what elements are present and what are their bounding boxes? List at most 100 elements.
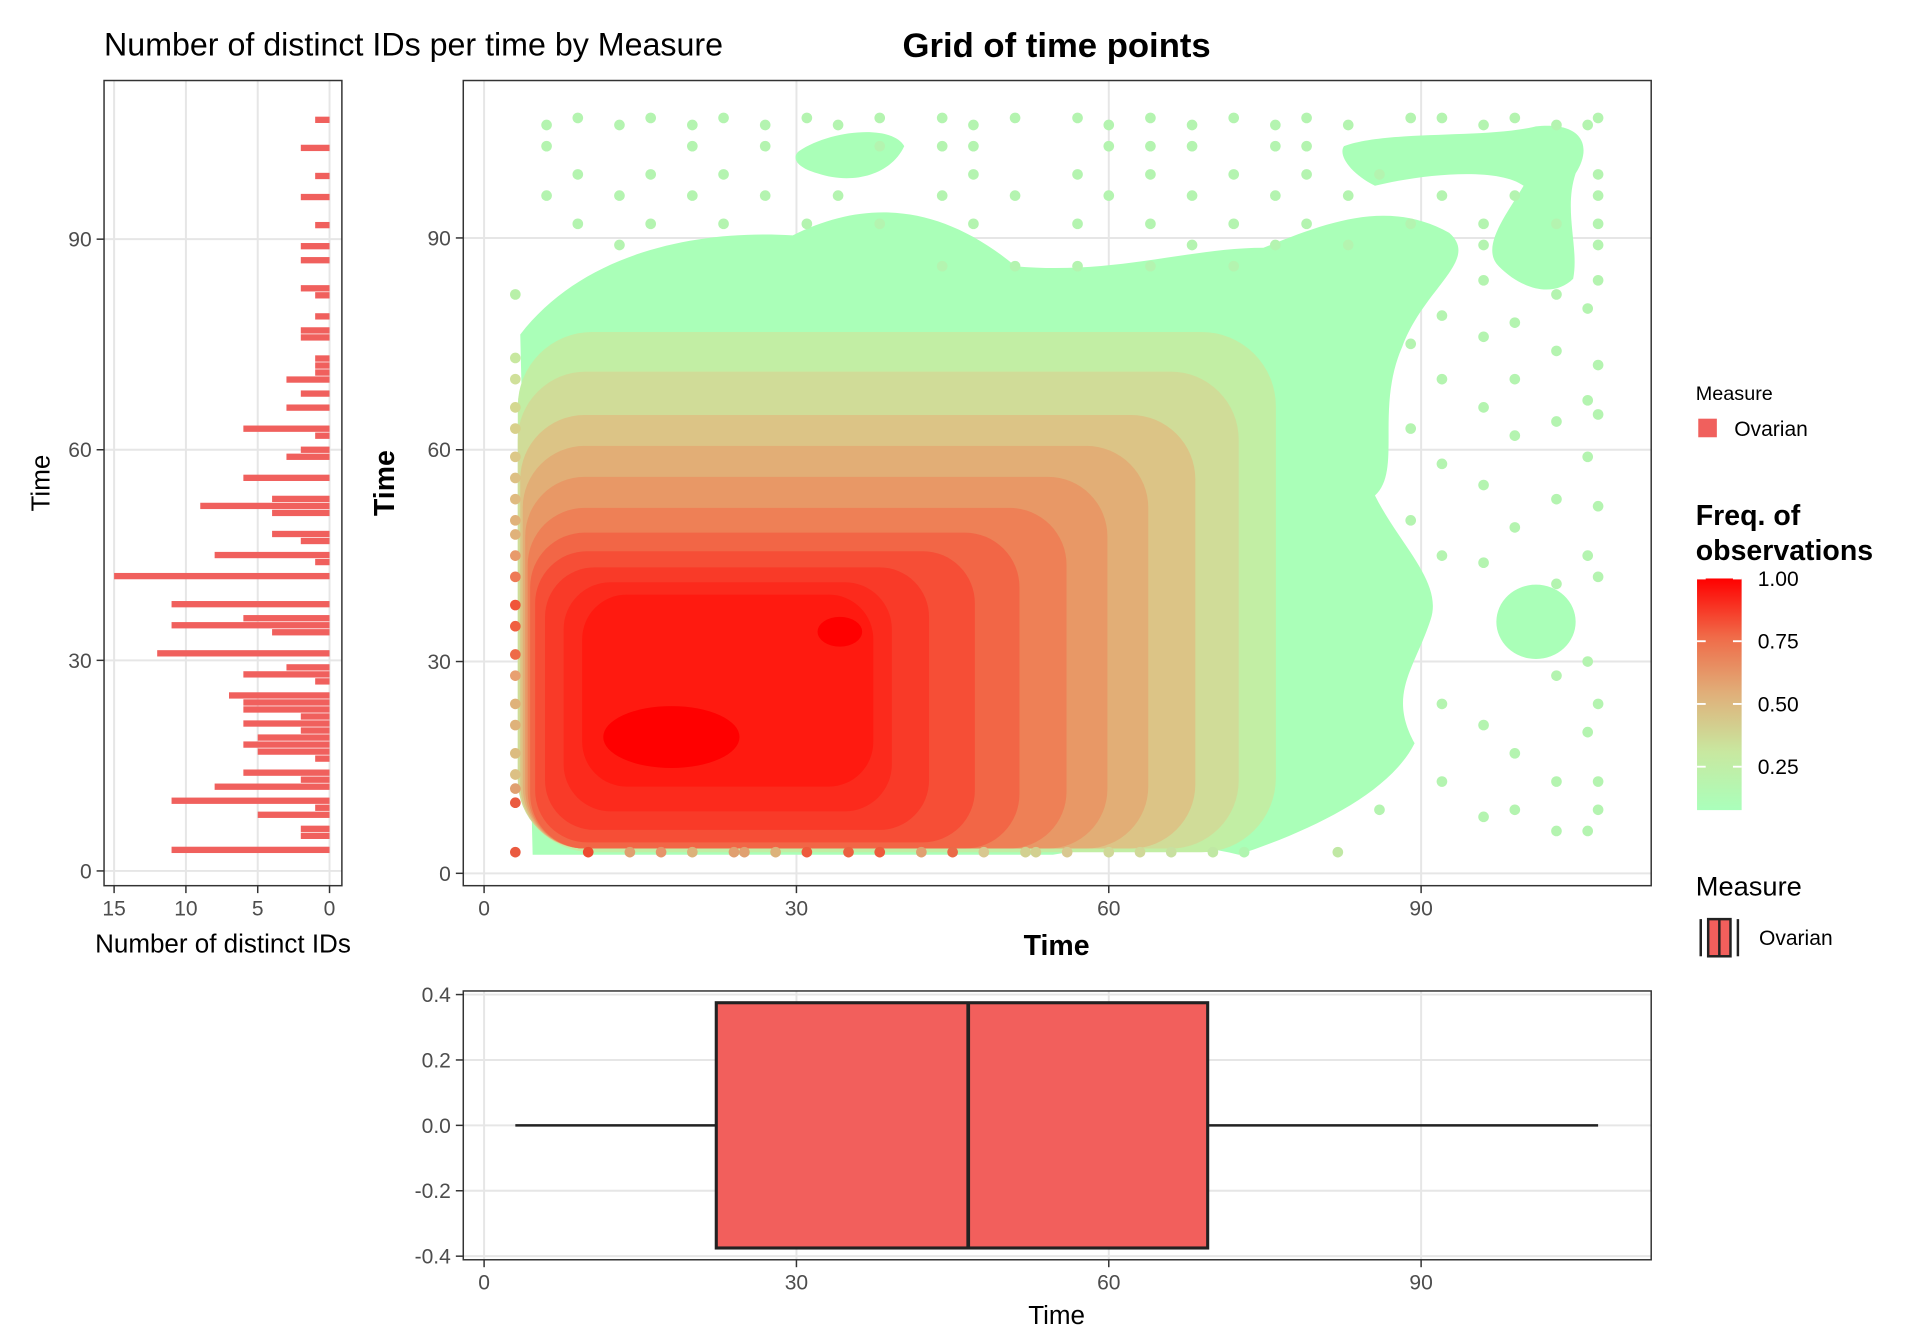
point — [1582, 394, 1594, 406]
bar — [272, 530, 330, 538]
x-tick-label: 10 — [174, 897, 197, 920]
bar — [300, 257, 330, 264]
point — [1478, 719, 1489, 731]
bar — [300, 193, 330, 201]
point — [510, 769, 521, 780]
bar — [315, 678, 330, 685]
point — [1030, 846, 1042, 858]
point — [968, 169, 979, 180]
point — [1061, 846, 1073, 858]
point — [801, 846, 813, 858]
y-tick-label: 60 — [427, 439, 450, 462]
box — [714, 1001, 1210, 1250]
bar — [171, 601, 330, 608]
main-title: Grid of time points — [903, 27, 1211, 65]
point — [947, 846, 958, 858]
x-tick-label: 30 — [785, 1271, 808, 1294]
x-tick-label: 30 — [785, 897, 808, 920]
bar — [272, 509, 330, 517]
point — [1509, 112, 1521, 124]
point — [1436, 458, 1448, 470]
point — [718, 218, 729, 230]
panel-border — [462, 990, 1652, 1261]
y-axis-title: Time — [369, 450, 401, 516]
point — [510, 493, 521, 505]
point — [1270, 239, 1281, 251]
x-tick-label: 60 — [1097, 1271, 1120, 1294]
point — [1020, 846, 1031, 858]
bar — [300, 537, 330, 545]
point — [1332, 846, 1344, 858]
point — [1436, 776, 1448, 787]
y-tick-label: 60 — [68, 439, 91, 462]
point — [582, 846, 594, 858]
point — [759, 190, 771, 201]
point — [1186, 119, 1198, 131]
point — [1551, 493, 1562, 505]
colorbar-label: 0.75 — [1758, 631, 1799, 654]
x-tick-label: 0 — [478, 1271, 490, 1294]
point — [510, 402, 521, 413]
point — [936, 190, 948, 201]
point — [510, 515, 521, 526]
point — [510, 649, 521, 660]
bar — [214, 551, 330, 559]
density-contours — [517, 125, 1584, 855]
point — [1342, 119, 1354, 131]
point — [1478, 479, 1489, 491]
bar — [300, 776, 330, 783]
bar-chart-title: Number of distinct IDs per time by Measu… — [104, 27, 723, 63]
point — [874, 112, 886, 124]
point — [624, 846, 636, 858]
point — [1592, 804, 1604, 816]
bar — [286, 404, 330, 411]
point — [832, 119, 844, 131]
y-tick-label: 0.2 — [422, 1049, 451, 1072]
density-peak — [817, 616, 863, 647]
point — [510, 747, 521, 759]
point — [1405, 515, 1417, 526]
point — [1145, 112, 1156, 124]
point — [1592, 698, 1604, 710]
point — [1582, 550, 1594, 561]
point — [936, 140, 948, 152]
point — [1186, 140, 1198, 152]
point — [759, 119, 771, 131]
point — [1509, 373, 1521, 385]
point — [510, 451, 521, 463]
point — [1145, 260, 1156, 272]
y-tick-label: -0.2 — [415, 1180, 451, 1203]
y-tick-label: 30 — [68, 650, 91, 673]
x-tick-label: 15 — [102, 897, 125, 920]
point — [1405, 423, 1417, 434]
point — [510, 797, 521, 809]
point — [1551, 825, 1562, 837]
point — [1551, 670, 1562, 681]
legend-key — [1698, 418, 1717, 438]
point — [1436, 550, 1448, 561]
bar — [315, 558, 330, 566]
bar — [243, 720, 330, 727]
point — [1551, 218, 1562, 230]
point — [832, 190, 844, 201]
bar — [315, 432, 330, 439]
point — [1103, 190, 1115, 201]
bar — [272, 629, 330, 636]
point — [572, 218, 584, 230]
point — [614, 119, 625, 131]
bar — [315, 221, 330, 229]
point — [1270, 119, 1281, 131]
point — [1228, 260, 1240, 272]
point — [1405, 338, 1417, 350]
point — [874, 140, 886, 152]
point — [1072, 169, 1083, 180]
bar — [243, 615, 330, 622]
point — [645, 169, 657, 180]
panel-background — [104, 80, 342, 886]
point — [728, 846, 740, 858]
point — [1405, 112, 1417, 124]
point — [1145, 218, 1156, 230]
bar — [243, 769, 330, 776]
bar — [315, 313, 330, 320]
box-panel: 0 30 60 90 0.4 0.2 0.0 -0.2 -0.4 — [415, 984, 1652, 1294]
